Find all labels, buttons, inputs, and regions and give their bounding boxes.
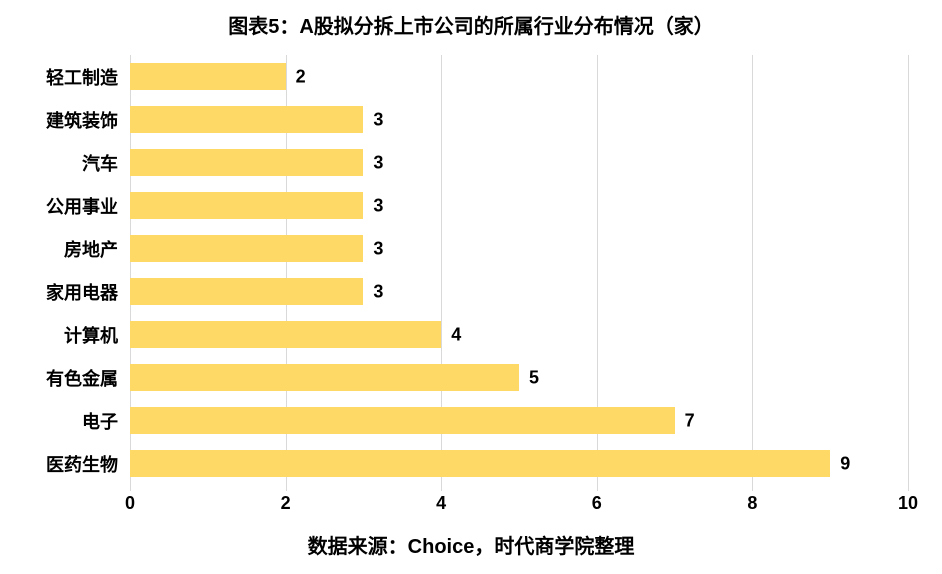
x-tick-label: 0 — [125, 493, 135, 514]
bar-row: 轻工制造2 — [130, 55, 908, 98]
category-label: 建筑装饰 — [46, 107, 118, 133]
category-label: 家用电器 — [46, 279, 118, 305]
bar-row: 房地产3 — [130, 227, 908, 270]
bar-row: 医药生物9 — [130, 442, 908, 485]
category-label: 汽车 — [82, 150, 118, 176]
bar-row: 家用电器3 — [130, 270, 908, 313]
x-tick-mark — [441, 485, 442, 491]
bar-row: 计算机4 — [130, 313, 908, 356]
chart-area: 轻工制造2建筑装饰3汽车3公用事业3房地产3家用电器3计算机4有色金属5电子7医… — [130, 55, 908, 485]
x-tick-label: 6 — [592, 493, 602, 514]
bar: 4 — [130, 321, 441, 348]
bar-value-label: 9 — [840, 453, 850, 474]
bar: 3 — [130, 235, 363, 262]
plot-area: 轻工制造2建筑装饰3汽车3公用事业3房地产3家用电器3计算机4有色金属5电子7医… — [130, 55, 908, 485]
bar: 3 — [130, 278, 363, 305]
category-label: 医药生物 — [46, 451, 118, 477]
bar: 5 — [130, 364, 519, 391]
bar-value-label: 4 — [451, 324, 461, 345]
gridline — [908, 55, 909, 485]
bar-row: 汽车3 — [130, 141, 908, 184]
category-label: 有色金属 — [46, 365, 118, 391]
x-tick-mark — [752, 485, 753, 491]
bar-value-label: 3 — [373, 109, 383, 130]
bar-value-label: 3 — [373, 281, 383, 302]
x-axis: 0246810 — [130, 485, 908, 515]
x-tick-mark — [286, 485, 287, 491]
bar-value-label: 7 — [685, 410, 695, 431]
category-label: 计算机 — [64, 322, 118, 348]
x-tick-mark — [597, 485, 598, 491]
bar: 7 — [130, 407, 675, 434]
bar: 2 — [130, 63, 286, 90]
bar-value-label: 5 — [529, 367, 539, 388]
category-label: 轻工制造 — [46, 64, 118, 90]
bar-value-label: 3 — [373, 195, 383, 216]
x-tick-mark — [130, 485, 131, 491]
x-tick-mark — [908, 485, 909, 491]
chart-title: 图表5：A股拟分拆上市公司的所属行业分布情况（家） — [0, 0, 942, 39]
bar-value-label: 3 — [373, 152, 383, 173]
x-tick-label: 10 — [898, 493, 918, 514]
bar-row: 公用事业3 — [130, 184, 908, 227]
bar-row: 建筑装饰3 — [130, 98, 908, 141]
bar: 9 — [130, 450, 830, 477]
bar: 3 — [130, 106, 363, 133]
x-tick-label: 4 — [436, 493, 446, 514]
category-label: 电子 — [82, 408, 118, 434]
category-label: 房地产 — [64, 236, 118, 262]
bar-value-label: 3 — [373, 238, 383, 259]
bar-row: 有色金属5 — [130, 356, 908, 399]
category-label: 公用事业 — [46, 193, 118, 219]
x-tick-label: 8 — [747, 493, 757, 514]
bar: 3 — [130, 192, 363, 219]
bar-row: 电子7 — [130, 399, 908, 442]
x-tick-label: 2 — [281, 493, 291, 514]
bar-value-label: 2 — [296, 66, 306, 87]
source-text: 数据来源：Choice，时代商学院整理 — [0, 530, 942, 559]
bar: 3 — [130, 149, 363, 176]
